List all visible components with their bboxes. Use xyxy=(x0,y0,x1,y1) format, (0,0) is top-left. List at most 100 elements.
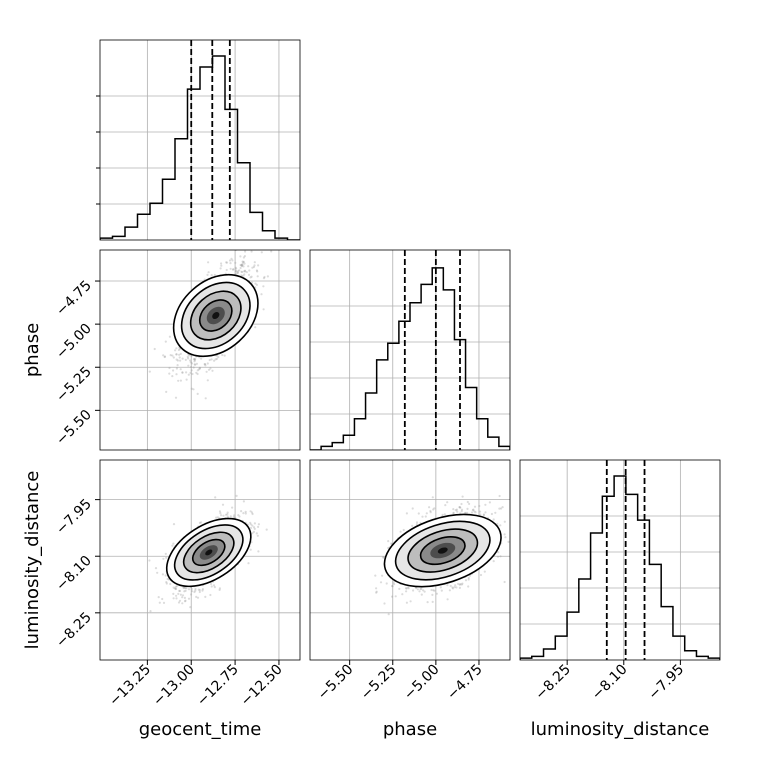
sample-point xyxy=(471,509,474,512)
sample-point xyxy=(243,269,247,272)
sample-point xyxy=(200,521,203,524)
sample-point xyxy=(197,588,200,591)
sample-point xyxy=(496,555,500,558)
sample-point xyxy=(162,354,165,357)
sample-point xyxy=(381,574,384,577)
sample-point xyxy=(197,368,200,371)
sample-point xyxy=(205,370,208,373)
sample-point xyxy=(466,500,469,504)
sample-point xyxy=(405,601,408,604)
sample-point xyxy=(460,508,464,511)
sample-point xyxy=(185,378,188,381)
sample-point xyxy=(189,365,193,369)
sample-point xyxy=(183,600,187,603)
sample-point xyxy=(240,264,243,267)
sample-point xyxy=(204,364,207,367)
y-axis-label-luminosity_distance: luminosity_distance xyxy=(22,471,43,650)
sample-point xyxy=(503,520,506,523)
sample-point xyxy=(260,293,263,296)
y-axis-label-phase: phase xyxy=(22,323,43,377)
sample-point xyxy=(243,273,246,276)
sample-point xyxy=(262,277,266,280)
scatter-panel-geocent_time-luminosity_distance xyxy=(100,460,300,660)
sample-point xyxy=(229,267,232,270)
sample-point xyxy=(253,527,256,531)
sample-point xyxy=(194,587,197,591)
sample-point xyxy=(195,595,198,599)
sample-point xyxy=(190,362,194,365)
sample-point xyxy=(440,589,443,592)
sample-point xyxy=(454,509,457,512)
sample-point xyxy=(405,590,408,593)
sample-point xyxy=(387,540,390,543)
sample-point xyxy=(503,580,506,584)
sample-point xyxy=(201,589,204,592)
sample-point xyxy=(215,357,218,360)
panel-frame xyxy=(309,459,511,661)
sample-point xyxy=(460,502,463,506)
sample-point xyxy=(507,540,510,544)
sample-point xyxy=(234,266,237,269)
sample-point xyxy=(243,270,246,273)
sample-point xyxy=(420,587,423,590)
sample-point xyxy=(194,589,197,592)
sample-point xyxy=(210,358,213,361)
sample-point xyxy=(181,371,184,374)
sample-point xyxy=(498,507,501,510)
sample-point xyxy=(454,584,457,587)
sample-point xyxy=(241,263,244,266)
sample-point xyxy=(172,597,175,600)
sample-point xyxy=(153,347,156,351)
scatter-panel-geocent_time-phase xyxy=(100,250,300,450)
sample-point xyxy=(247,265,250,268)
sample-point xyxy=(221,353,224,357)
density-contour xyxy=(212,312,220,320)
x-tick-label: −13.25 xyxy=(106,662,154,710)
sample-point xyxy=(235,494,238,497)
sample-point xyxy=(181,596,184,599)
sample-point xyxy=(432,589,435,592)
hist-panel-phase xyxy=(310,250,510,450)
sample-point xyxy=(183,596,186,600)
sample-point xyxy=(474,511,477,514)
sample-point xyxy=(224,513,228,516)
sample-point xyxy=(164,574,167,577)
sample-point xyxy=(472,508,475,511)
sample-point xyxy=(448,589,451,592)
sample-point xyxy=(187,597,191,600)
sample-point xyxy=(483,570,486,573)
sample-point xyxy=(240,274,243,277)
sample-point xyxy=(198,521,201,525)
sample-point xyxy=(242,265,245,268)
sample-point xyxy=(174,396,178,399)
sample-point xyxy=(255,532,258,535)
sample-point xyxy=(446,598,449,601)
hist-panel-geocent_time xyxy=(100,40,300,240)
x-tick-label: −5.50 xyxy=(315,662,357,704)
sample-point xyxy=(407,587,410,590)
sample-point xyxy=(231,506,234,509)
sample-point xyxy=(249,526,253,530)
sample-point xyxy=(161,573,164,576)
sample-point xyxy=(187,364,190,367)
histogram-luminosity_distance xyxy=(520,475,720,660)
sample-point xyxy=(211,369,214,372)
sample-point xyxy=(404,587,408,590)
sample-point xyxy=(184,599,187,602)
sample-point xyxy=(240,510,243,513)
sample-point xyxy=(185,587,188,590)
sample-point xyxy=(444,504,447,507)
sample-point xyxy=(179,593,182,596)
sample-point xyxy=(226,515,229,518)
sample-point xyxy=(458,506,461,509)
sample-point xyxy=(433,589,436,592)
sample-point xyxy=(242,261,245,264)
sample-point xyxy=(149,610,152,613)
sample-point xyxy=(244,270,247,273)
sample-point xyxy=(242,274,245,277)
sample-point xyxy=(375,587,378,590)
sample-point xyxy=(181,371,184,374)
sample-point xyxy=(183,590,186,593)
sample-point xyxy=(220,514,223,517)
sample-point xyxy=(171,375,174,378)
